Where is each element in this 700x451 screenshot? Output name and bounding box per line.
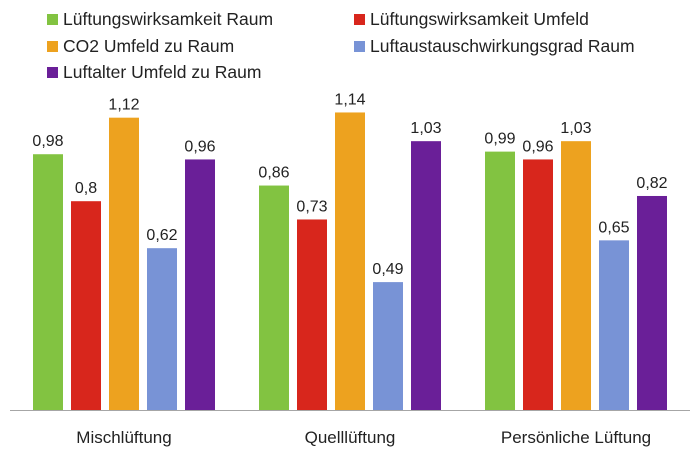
bar [71,201,101,410]
bar [297,219,327,410]
bar [561,141,591,411]
legend-item: Lüftungswirksamkeit Umfeld [354,9,589,30]
legend-item: CO2 Umfeld zu Raum [47,36,234,57]
data-label: 0,96 [522,138,553,155]
legend-item: Luftalter Umfeld zu Raum [47,62,261,83]
data-label: 0,86 [258,165,289,182]
data-label: 1,03 [410,120,441,137]
bar [523,159,553,410]
bar [411,141,441,411]
bar [109,117,139,411]
data-label: 0,98 [32,133,63,150]
legend-swatch [47,41,58,52]
bar [259,185,289,410]
data-label: 0,96 [184,138,215,155]
bar [147,248,177,410]
data-label: 1,14 [334,91,365,108]
data-label: 0,99 [484,131,515,148]
legend-item: Luftaustauschwirkungsgrad Raum [354,36,635,57]
data-label: 0,65 [598,219,629,236]
legend-label: Luftalter Umfeld zu Raum [63,62,262,82]
bar [33,154,63,410]
legend-label: Lüftungswirksamkeit Umfeld [370,9,589,29]
legend-swatch [47,14,58,25]
data-label: 0,82 [636,175,667,192]
bar [185,159,215,410]
legend-label: Luftaustauschwirkungsgrad Raum [370,36,635,56]
legend-swatch [354,41,365,52]
legend-swatch [47,67,58,78]
legend-label: CO2 Umfeld zu Raum [63,36,235,56]
legend-label: Lüftungswirksamkeit Raum [63,9,274,29]
bar [485,151,515,411]
data-label: 0,8 [75,180,97,197]
bar [373,282,403,410]
data-label: 1,12 [108,97,139,114]
data-label: 0,49 [372,261,403,278]
legend-item: Lüftungswirksamkeit Raum [47,9,273,30]
data-label: 0,62 [146,227,177,244]
legend-swatch [354,14,365,25]
x-tick-label: Persönliche Lüftung [501,428,651,447]
bar [599,240,629,410]
x-tick-label: Quelllüftung [305,428,396,447]
data-label: 1,03 [560,120,591,137]
bar [637,195,667,410]
data-label: 0,73 [296,198,327,215]
bar [335,112,365,411]
x-tick-label: Mischlüftung [76,428,171,447]
